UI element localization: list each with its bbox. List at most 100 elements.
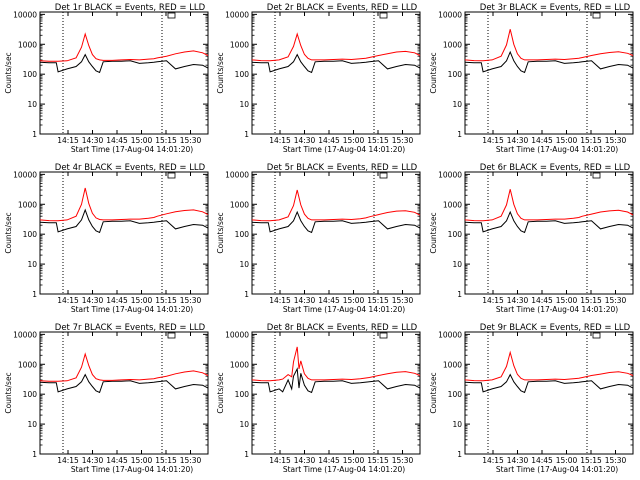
- y-tick-label: 10: [239, 100, 249, 109]
- x-tick-label: 14:15: [57, 296, 79, 305]
- y-tick-label: 1000: [18, 360, 37, 369]
- series-line-events: [39, 53, 209, 74]
- y-tick-label: 10: [452, 420, 462, 429]
- legend-marker: [379, 332, 388, 339]
- x-tick-label: 14:15: [269, 296, 291, 305]
- y-tick-label: 100: [23, 390, 38, 399]
- series-line-events: [39, 373, 209, 394]
- y-axis-label: Counts/sec: [429, 372, 438, 413]
- x-tick-label: 15:00: [343, 136, 365, 145]
- x-axis-label: Start Time (17-Aug-04 14:01:20): [283, 305, 405, 314]
- x-tick-label: 14:30: [507, 456, 529, 465]
- y-axis-label: Counts/sec: [216, 52, 225, 93]
- x-tick-label: 15:00: [343, 296, 365, 305]
- x-tick-label: 14:30: [294, 136, 316, 145]
- y-tick-label: 100: [448, 230, 463, 239]
- y-axis-label: Counts/sec: [216, 212, 225, 253]
- x-tick-label: 15:15: [367, 136, 389, 145]
- x-tick-label: 15:15: [580, 296, 602, 305]
- legend-marker: [592, 332, 601, 339]
- x-tick-label: 14:30: [507, 296, 529, 305]
- legend-marker: [167, 172, 176, 179]
- y-tick-label: 10: [27, 100, 37, 109]
- y-tick-label: 10: [452, 100, 462, 109]
- series-line-lld: [464, 350, 634, 382]
- x-tick-label: 15:00: [131, 136, 153, 145]
- y-tick-label: 10000: [13, 10, 37, 19]
- y-tick-label: 10000: [13, 170, 37, 179]
- y-tick-label: 10000: [225, 10, 249, 19]
- x-tick-label: 15:30: [605, 136, 627, 145]
- series-line-lld: [39, 352, 209, 382]
- y-tick-label: 100: [23, 70, 38, 79]
- plot-frame: [39, 11, 209, 135]
- legend-marker: [592, 172, 601, 179]
- x-tick-label: 14:45: [318, 456, 340, 465]
- y-tick-label: 1: [32, 450, 37, 459]
- series-line-events: [464, 373, 634, 394]
- x-tick-label: 14:45: [106, 456, 128, 465]
- x-tick-label: 14:45: [531, 296, 553, 305]
- x-tick-label: 15:15: [155, 296, 177, 305]
- x-axis-label: Start Time (17-Aug-04 14:01:20): [71, 305, 193, 314]
- y-axis-label: Counts/sec: [4, 212, 13, 253]
- y-tick-label: 10: [239, 420, 249, 429]
- x-tick-label: 14:45: [106, 296, 128, 305]
- x-axis-label: Start Time (17-Aug-04 14:01:20): [71, 465, 193, 474]
- x-tick-label: 14:15: [269, 456, 291, 465]
- x-tick-label: 15:30: [392, 456, 414, 465]
- panel-title: Det 6r BLACK = Events, RED = LLD: [480, 163, 631, 173]
- x-tick-label: 15:00: [556, 296, 578, 305]
- y-tick-label: 1000: [443, 40, 462, 49]
- plot-frame: [251, 331, 421, 455]
- x-tick-label: 14:45: [318, 296, 340, 305]
- legend-marker: [167, 12, 176, 19]
- x-axis-label: Start Time (17-Aug-04 14:01:20): [283, 145, 405, 154]
- y-tick-label: 10000: [438, 10, 462, 19]
- y-tick-label: 1000: [230, 200, 249, 209]
- y-tick-label: 1: [32, 290, 37, 299]
- detector-panel: Det 5r BLACK = Events, RED = LLD 1 10 100 10…: [216, 163, 421, 314]
- y-tick-label: 1000: [18, 40, 37, 49]
- x-tick-label: 14:30: [294, 296, 316, 305]
- y-tick-label: 1000: [18, 200, 37, 209]
- detector-panel: Det 2r BLACK = Events, RED = LLD 1 10 100 10…: [216, 3, 421, 154]
- y-tick-label: 100: [448, 70, 463, 79]
- panel-title: Det 8r BLACK = Events, RED = LLD: [267, 323, 418, 333]
- y-tick-label: 10000: [438, 170, 462, 179]
- panel-title: Det 4r BLACK = Events, RED = LLD: [55, 163, 206, 173]
- series-line-events: [251, 53, 421, 74]
- x-tick-label: 14:30: [82, 296, 104, 305]
- x-tick-label: 15:00: [343, 456, 365, 465]
- detector-panel: Det 4r BLACK = Events, RED = LLD 1 10 100 10…: [4, 163, 209, 314]
- x-tick-label: 14:15: [57, 136, 79, 145]
- plot-frame: [39, 171, 209, 295]
- y-tick-label: 100: [235, 70, 250, 79]
- y-tick-label: 100: [448, 390, 463, 399]
- y-axis-label: Counts/sec: [4, 372, 13, 413]
- x-tick-label: 14:45: [318, 136, 340, 145]
- x-tick-label: 14:15: [57, 456, 79, 465]
- series-line-events: [39, 208, 209, 234]
- y-tick-label: 1000: [443, 360, 462, 369]
- x-tick-label: 15:15: [367, 296, 389, 305]
- detector-panel: Det 6r BLACK = Events, RED = LLD 1 10 100 10…: [429, 163, 634, 314]
- series-line-events: [464, 210, 634, 234]
- series-line-lld: [251, 32, 421, 62]
- x-tick-label: 14:30: [82, 136, 104, 145]
- plot-frame: [464, 171, 634, 295]
- x-tick-label: 15:15: [155, 456, 177, 465]
- x-tick-label: 15:30: [180, 296, 202, 305]
- y-tick-label: 1: [244, 130, 249, 139]
- x-tick-label: 15:30: [180, 456, 202, 465]
- series-line-lld: [251, 189, 421, 222]
- y-axis-label: Counts/sec: [429, 52, 438, 93]
- x-tick-label: 14:15: [482, 456, 504, 465]
- plot-frame: [464, 331, 634, 455]
- y-tick-label: 1: [32, 130, 37, 139]
- x-tick-label: 15:15: [367, 456, 389, 465]
- detector-panel: Det 9r BLACK = Events, RED = LLD 1 10 100 10…: [429, 323, 634, 474]
- y-axis-label: Counts/sec: [216, 372, 225, 413]
- y-tick-label: 1: [457, 290, 462, 299]
